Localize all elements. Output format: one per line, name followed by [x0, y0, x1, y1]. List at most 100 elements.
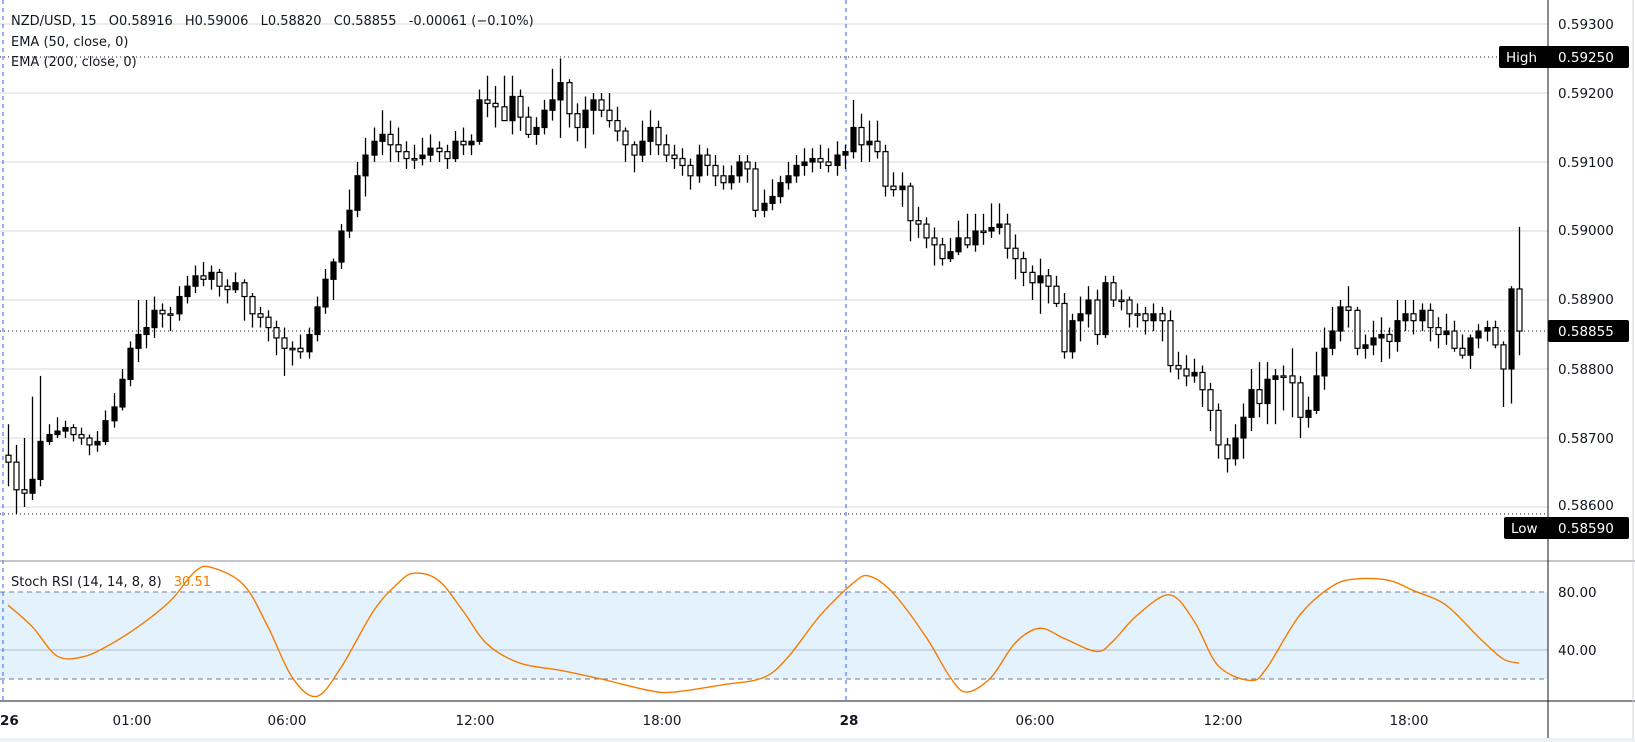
candle-body-up [1085, 299, 1092, 315]
candle [1085, 286, 1092, 328]
candle [192, 265, 199, 294]
candles [5, 58, 1523, 514]
candle-body-down [395, 144, 402, 153]
candle [761, 189, 768, 218]
candle [801, 148, 808, 176]
candle [1183, 355, 1190, 387]
candle [671, 144, 678, 169]
price-tick: 0.59100 [1558, 155, 1614, 171]
last-price-value: 0.58855 [1558, 324, 1614, 340]
candle [176, 286, 183, 321]
candle-body-down [159, 309, 166, 315]
candle-body-up [192, 275, 199, 287]
candle [1240, 403, 1247, 459]
rsi-pane-background [0, 591, 1548, 680]
candle [720, 165, 727, 190]
candle-body-up [37, 440, 44, 481]
candle [1492, 320, 1499, 349]
legend-close: C0.58855 [334, 14, 397, 29]
candle [1118, 289, 1125, 311]
time-tick: 28 [840, 713, 859, 729]
candle-body-down [1297, 382, 1304, 418]
candle-body-up [29, 478, 36, 494]
rsi-legend[interactable]: Stoch RSI (14, 14, 8, 8) 30.51 [11, 575, 211, 590]
candle-body-down [671, 154, 678, 160]
candle-body-up [639, 140, 646, 156]
candle [1378, 317, 1385, 363]
candle-body-up [988, 226, 995, 232]
candle-body-down [257, 313, 264, 318]
candle [265, 310, 272, 342]
candle-body-up [777, 182, 784, 198]
candle-body-down [1386, 333, 1393, 343]
candle [549, 68, 556, 121]
low-badge-value: 0.58590 [1558, 521, 1614, 537]
candle-body-down [5, 454, 12, 463]
time-tick: 18:00 [643, 713, 682, 729]
candle-body-down [931, 237, 938, 246]
bottom-strip [0, 738, 1635, 742]
candle [1467, 334, 1474, 369]
candle-body-down [882, 151, 889, 187]
candle [1191, 358, 1198, 383]
high-badge-value: 0.59250 [1558, 50, 1614, 66]
candle-body-up [509, 95, 516, 122]
candle [769, 179, 776, 211]
candle [5, 424, 12, 487]
candle [939, 237, 946, 266]
candle [297, 334, 304, 359]
candle-body-down [1061, 302, 1068, 353]
legend-open: O0.58916 [109, 14, 173, 29]
candle [679, 148, 686, 176]
price-axis[interactable]: 0.59300 0.59200 0.59100 0.59000 0.58900 … [1558, 17, 1614, 514]
candle [1516, 226, 1523, 356]
candle-body-up [996, 223, 1003, 229]
candle [1264, 362, 1271, 425]
candle [371, 127, 378, 162]
legend-ema-200[interactable]: EMA (200, close, 0) [11, 55, 137, 70]
candle [1020, 251, 1027, 287]
candle [419, 137, 426, 166]
candle-body-down [281, 337, 288, 349]
candle [996, 203, 1003, 235]
candle-body-up [1443, 330, 1450, 336]
candle-body-down [411, 157, 418, 161]
price-tick: 0.58900 [1558, 292, 1614, 308]
candle-body-down [13, 461, 20, 491]
candle [29, 396, 36, 501]
candle-body-down [1126, 299, 1133, 315]
candle-body-up [232, 282, 239, 291]
candle-body-down [915, 220, 922, 225]
candle [273, 320, 280, 356]
candle [866, 120, 873, 162]
candle-body-down [21, 489, 28, 494]
candle-body-down [484, 99, 491, 104]
candle-body-up [696, 154, 703, 177]
candle [541, 99, 548, 135]
candle-body-down [574, 113, 581, 129]
candle [1094, 289, 1101, 345]
candle [606, 93, 613, 128]
candle-body-up [151, 309, 158, 329]
candle-body-up [452, 140, 459, 160]
candle [1435, 317, 1442, 349]
candle-body-up [866, 140, 873, 146]
candle [1061, 293, 1068, 359]
candle-body-down [1224, 444, 1231, 460]
time-tick: 26 [0, 713, 19, 729]
candle-body-up [62, 427, 69, 432]
candle [988, 203, 995, 238]
time-axis[interactable]: 26 01:00 06:00 12:00 18:00 28 06:00 12:0… [0, 713, 1428, 729]
candle-body-up [1419, 309, 1426, 322]
candle-body-up [1378, 333, 1385, 339]
candle-body-up [647, 126, 654, 142]
candle [1215, 403, 1222, 459]
candle-body-down [1256, 389, 1263, 405]
candle [1142, 306, 1149, 335]
legend-ema-50[interactable]: EMA (50, close, 0) [11, 35, 128, 50]
candle-body-up [1337, 306, 1344, 332]
candle-body-up [208, 271, 215, 280]
time-tick: 06:00 [1016, 713, 1055, 729]
candle [1459, 334, 1466, 359]
